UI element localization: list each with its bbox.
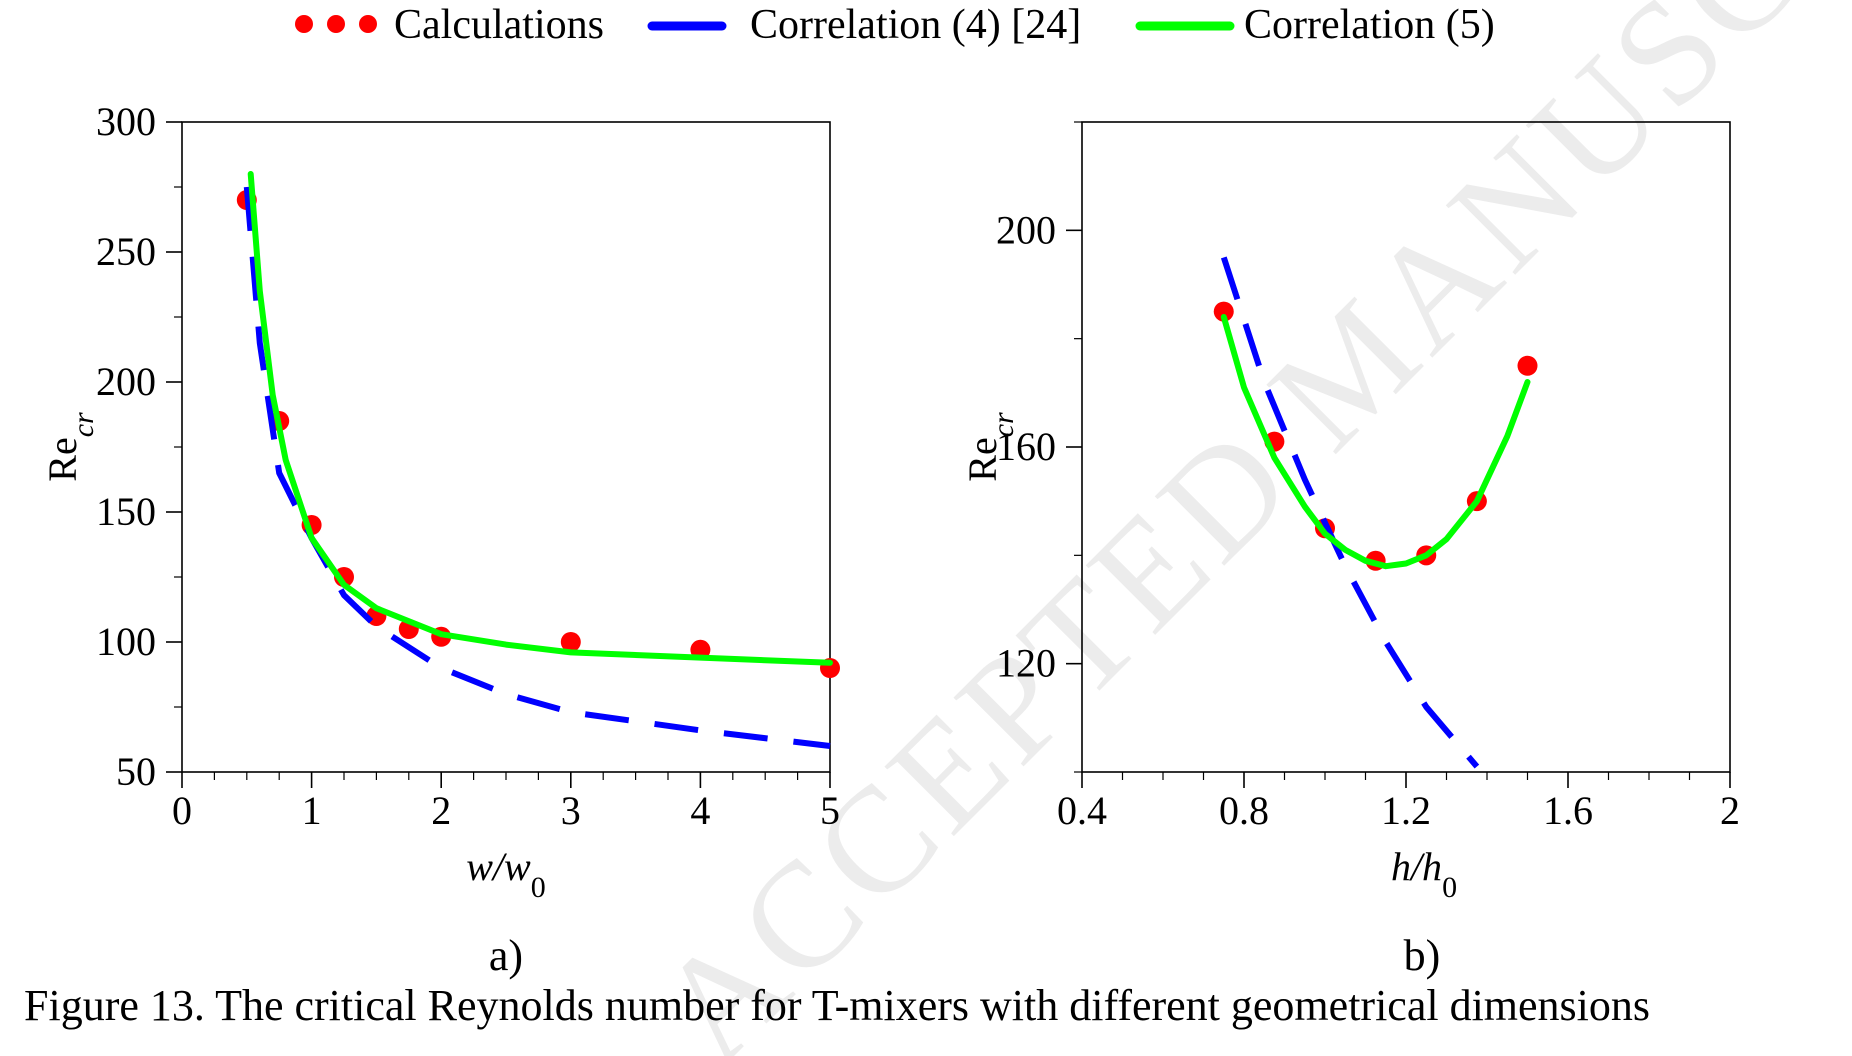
legend-item-correlation-5: Correlation (5) <box>1135 2 1495 48</box>
legend-item-calculations: Calculations <box>295 2 604 48</box>
correlation-4-line <box>1220 256 1480 769</box>
y-tick-label: 300 <box>96 99 156 144</box>
chart-panel-a: 0 1 2 3 4 5 50 100 150 200 250 300 a) <box>96 99 840 980</box>
axis-ticks: 0.4 0.8 1.2 1.6 2 120 160 200 <box>996 121 1740 833</box>
x-tick-label: 0.8 <box>1219 788 1269 833</box>
chart-panel-b: 0.4 0.8 1.2 1.6 2 120 160 200 b) <box>996 121 1740 980</box>
y-tick-label: 150 <box>96 489 156 534</box>
x-axis-label-b: h/h0 <box>1391 844 1457 904</box>
panel-label: b) <box>1404 931 1441 980</box>
calculation-point <box>560 632 581 652</box>
legend: Calculations Correlation (4) [24] Correl… <box>295 2 1495 48</box>
legend-dot-icon <box>327 15 345 33</box>
correlation-4-line <box>243 186 831 749</box>
legend-label-calculations: Calculations <box>394 2 604 48</box>
legend-label-correlation-4: Correlation (4) [24] <box>750 2 1081 48</box>
y-tick-label: 50 <box>116 749 156 794</box>
data-series <box>236 171 840 749</box>
x-tick-label: 0 <box>172 788 192 833</box>
x-tick-label: 1.2 <box>1381 788 1431 833</box>
y-tick-label: 120 <box>996 641 1056 686</box>
watermark: ACCEPTED MANUSCRIPT <box>626 0 1852 1056</box>
y-tick-label: 160 <box>996 424 1056 469</box>
calculation-point <box>1213 301 1234 322</box>
correlation-5-line <box>247 171 833 666</box>
legend-dot-icon <box>359 15 377 33</box>
x-tick-label: 1.6 <box>1543 788 1593 833</box>
plot-frame <box>181 121 831 773</box>
y-tick-label: 200 <box>996 207 1056 252</box>
x-tick-label: 5 <box>820 788 840 833</box>
x-tick-label: 0.4 <box>1057 788 1107 833</box>
data-series <box>1213 256 1538 769</box>
calculation-point <box>1517 355 1538 376</box>
x-tick-label: 1 <box>302 788 322 833</box>
panel-label: a) <box>489 931 523 980</box>
legend-label-correlation-5: Correlation (5) <box>1244 2 1495 48</box>
x-tick-label: 4 <box>690 788 710 833</box>
x-axis-label-a: w/w0 <box>466 844 545 904</box>
y-axis-label-a: Recr <box>40 412 100 482</box>
axis-ticks: 0 1 2 3 4 5 50 100 150 200 250 300 <box>96 99 840 833</box>
x-tick-label: 3 <box>561 788 581 833</box>
y-tick-label: 100 <box>96 619 156 664</box>
y-tick-label: 200 <box>96 359 156 404</box>
legend-dot-icon <box>295 15 313 33</box>
x-tick-label: 2 <box>431 788 451 833</box>
figure-caption: Figure 13. The critical Reynolds number … <box>24 981 1651 1030</box>
y-tick-label: 250 <box>96 229 156 274</box>
correlation-5-line <box>1220 314 1531 570</box>
x-tick-label: 2 <box>1720 788 1740 833</box>
legend-item-correlation-4: Correlation (4) [24] <box>647 2 1081 48</box>
